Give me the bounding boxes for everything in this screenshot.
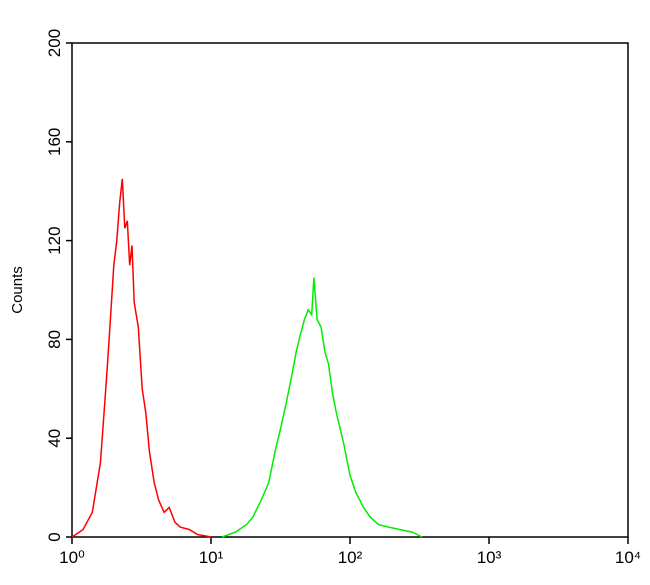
x-tick-label: 10² [338,548,363,567]
y-tick-label: 200 [45,29,64,57]
x-tick-label: 10⁴ [615,548,641,567]
histogram-line [221,277,423,538]
y-tick-label: 40 [45,429,64,448]
x-tick-label: 10¹ [199,548,224,567]
y-tick-label: 80 [45,330,64,349]
plot-frame [71,42,629,538]
x-tick-label: 10⁰ [59,548,85,567]
y-axis-label: Counts [9,266,26,314]
y-tick-label: 120 [45,226,64,254]
y-tick-label: 160 [45,128,64,156]
y-tick-label: 0 [45,532,64,541]
histogram-line [71,178,212,538]
x-tick-label: 10³ [477,548,502,567]
